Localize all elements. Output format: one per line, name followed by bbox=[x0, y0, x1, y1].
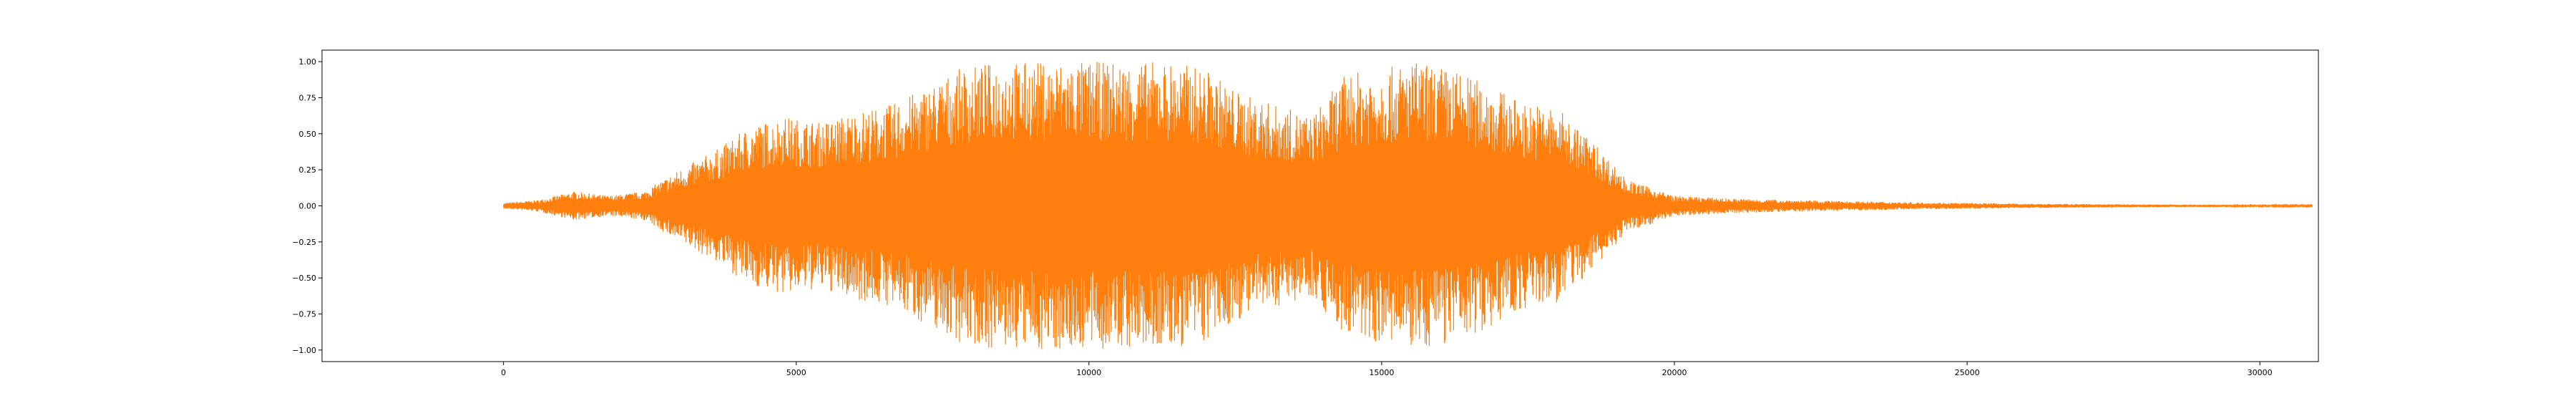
x-tick-label: 10000 bbox=[1076, 368, 1101, 377]
y-tick-label: −0.75 bbox=[292, 310, 316, 319]
x-tick-label: 25000 bbox=[1955, 368, 1980, 377]
y-tick-label: 0.25 bbox=[299, 165, 317, 175]
y-tick-label: 0.50 bbox=[299, 130, 317, 139]
x-tick-label: 30000 bbox=[2248, 368, 2273, 377]
y-axis: 1.00 0.75 0.50 0.25 0.00 −0.25 −0.50 −0.75 −1.00 bbox=[292, 57, 322, 355]
series-line-0 bbox=[503, 62, 2313, 349]
y-tick-label: −1.00 bbox=[292, 346, 316, 355]
y-tick-label: 0.75 bbox=[299, 93, 317, 102]
y-tick-label: 0.00 bbox=[299, 202, 317, 211]
x-tick-label: 20000 bbox=[1662, 368, 1687, 377]
y-tick-label: −0.25 bbox=[292, 238, 316, 247]
x-tick-label: 5000 bbox=[786, 368, 806, 377]
y-tick-label: 1.00 bbox=[299, 57, 317, 67]
x-tick-label: 0 bbox=[501, 368, 506, 377]
x-tick-label: 15000 bbox=[1369, 368, 1394, 377]
plot-area bbox=[503, 62, 2313, 349]
x-axis: 0 5000 10000 15000 20000 25000 30000 bbox=[501, 362, 2273, 377]
y-tick-label: −0.50 bbox=[292, 274, 316, 283]
